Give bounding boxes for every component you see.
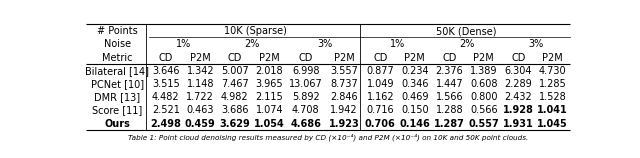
Text: CD: CD <box>442 52 456 63</box>
Text: 3.557: 3.557 <box>330 66 358 76</box>
Text: 2.289: 2.289 <box>504 79 532 89</box>
Text: DMR [13]: DMR [13] <box>94 92 140 102</box>
Text: 2.498: 2.498 <box>150 119 181 129</box>
Text: 4.730: 4.730 <box>539 66 566 76</box>
Text: 3%: 3% <box>528 39 543 49</box>
Text: 0.234: 0.234 <box>401 66 429 76</box>
Text: 0.146: 0.146 <box>399 119 430 129</box>
Text: 2%: 2% <box>244 39 260 49</box>
Text: 3.646: 3.646 <box>152 66 180 76</box>
Text: Bilateral [14]: Bilateral [14] <box>85 66 149 76</box>
Text: 1%: 1% <box>390 39 405 49</box>
Text: Noise: Noise <box>104 39 131 49</box>
Text: 0.463: 0.463 <box>187 105 214 115</box>
Text: Ours: Ours <box>104 119 130 129</box>
Text: Table 1: Point cloud denoising results measured by CD (×10⁻⁴) and P2M (×10⁻⁴) on: Table 1: Point cloud denoising results m… <box>128 133 528 141</box>
Text: Score [11]: Score [11] <box>92 105 142 115</box>
Text: 1.942: 1.942 <box>330 105 358 115</box>
Text: 2.521: 2.521 <box>152 105 180 115</box>
Text: CD: CD <box>298 52 313 63</box>
Text: 1.045: 1.045 <box>538 119 568 129</box>
Text: 3.515: 3.515 <box>152 79 180 89</box>
Text: 0.800: 0.800 <box>470 92 497 102</box>
Text: 7.467: 7.467 <box>221 79 249 89</box>
Text: 1%: 1% <box>175 39 191 49</box>
Text: 0.346: 0.346 <box>401 79 429 89</box>
Text: P2M: P2M <box>259 52 280 63</box>
Text: 0.469: 0.469 <box>401 92 429 102</box>
Text: 6.998: 6.998 <box>292 66 319 76</box>
Text: CD: CD <box>228 52 242 63</box>
Text: 1.287: 1.287 <box>434 119 465 129</box>
Text: 0.150: 0.150 <box>401 105 429 115</box>
Text: 1.931: 1.931 <box>503 119 534 129</box>
Text: 2.376: 2.376 <box>435 66 463 76</box>
Text: 1.447: 1.447 <box>435 79 463 89</box>
Text: 5.007: 5.007 <box>221 66 249 76</box>
Text: 4.482: 4.482 <box>152 92 180 102</box>
Text: 1.041: 1.041 <box>538 105 568 115</box>
Text: 1.928: 1.928 <box>503 105 534 115</box>
Text: 3.629: 3.629 <box>220 119 250 129</box>
Text: 1.054: 1.054 <box>254 119 285 129</box>
Text: 2.115: 2.115 <box>255 92 284 102</box>
Text: P2M: P2M <box>543 52 563 63</box>
Text: P2M: P2M <box>474 52 494 63</box>
Text: PCNet [10]: PCNet [10] <box>91 79 144 89</box>
Text: 13.067: 13.067 <box>289 79 323 89</box>
Text: 1.288: 1.288 <box>435 105 463 115</box>
Text: 8.737: 8.737 <box>330 79 358 89</box>
Text: CD: CD <box>373 52 387 63</box>
Text: 5.892: 5.892 <box>292 92 319 102</box>
Text: 1.342: 1.342 <box>186 66 214 76</box>
Text: 2.846: 2.846 <box>330 92 358 102</box>
Text: 0.706: 0.706 <box>365 119 396 129</box>
Text: CD: CD <box>159 52 173 63</box>
Text: 1.722: 1.722 <box>186 92 214 102</box>
Text: 1.049: 1.049 <box>367 79 394 89</box>
Text: 1.162: 1.162 <box>367 92 394 102</box>
Text: 1.923: 1.923 <box>328 119 359 129</box>
Text: 0.459: 0.459 <box>185 119 216 129</box>
Text: 4.982: 4.982 <box>221 92 249 102</box>
Text: 1.389: 1.389 <box>470 66 497 76</box>
Text: 2.018: 2.018 <box>255 66 283 76</box>
Text: 0.566: 0.566 <box>470 105 498 115</box>
Text: 2%: 2% <box>459 39 474 49</box>
Text: # Points: # Points <box>97 26 138 36</box>
Text: Metric: Metric <box>102 52 132 63</box>
Text: 3.965: 3.965 <box>255 79 283 89</box>
Text: P2M: P2M <box>190 52 211 63</box>
Text: 1.148: 1.148 <box>187 79 214 89</box>
Text: 3.686: 3.686 <box>221 105 248 115</box>
Text: 1.285: 1.285 <box>539 79 566 89</box>
Text: P2M: P2M <box>333 52 355 63</box>
Text: 1.074: 1.074 <box>255 105 283 115</box>
Text: 0.716: 0.716 <box>367 105 394 115</box>
Text: 6.304: 6.304 <box>504 66 532 76</box>
Text: 0.608: 0.608 <box>470 79 497 89</box>
Text: 4.708: 4.708 <box>292 105 319 115</box>
Text: 2.432: 2.432 <box>504 92 532 102</box>
Text: 0.557: 0.557 <box>468 119 499 129</box>
Text: 1.528: 1.528 <box>539 92 566 102</box>
Text: 4.686: 4.686 <box>291 119 321 129</box>
Text: 10K (Sparse): 10K (Sparse) <box>225 26 287 36</box>
Text: 50K (Dense): 50K (Dense) <box>436 26 497 36</box>
Text: CD: CD <box>511 52 525 63</box>
Text: 3%: 3% <box>317 39 332 49</box>
Text: 0.877: 0.877 <box>367 66 394 76</box>
Text: P2M: P2M <box>404 52 425 63</box>
Text: 1.566: 1.566 <box>435 92 463 102</box>
